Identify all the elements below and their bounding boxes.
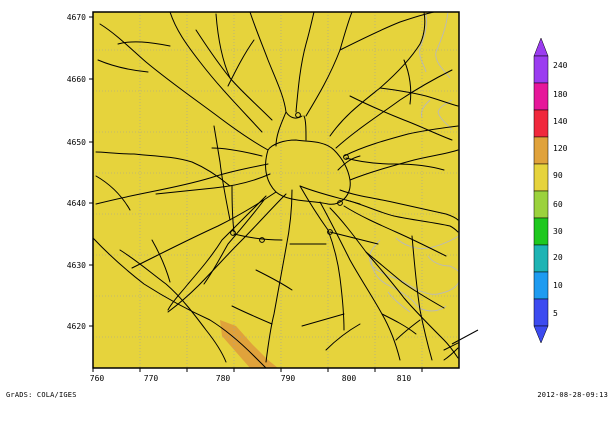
colorbar-label: 5 — [553, 309, 558, 318]
colorbar-bin — [534, 218, 548, 245]
footer-timestamp: 2012-08-28-09:13 — [537, 391, 608, 399]
colorbar-bin — [534, 164, 548, 191]
x-tick-label: 780 — [216, 374, 231, 383]
colorbar-top-arrow — [534, 38, 548, 56]
x-tick-label: 770 — [144, 374, 159, 383]
y-tick-label: 4640 — [67, 199, 86, 208]
colorbar-bin — [534, 56, 548, 83]
colorbar-label: 240 — [553, 61, 568, 70]
x-tick-label: 760 — [90, 374, 105, 383]
colorbar-bin — [534, 272, 548, 299]
colorbar-label: 180 — [553, 90, 568, 99]
colorbar-label: 90 — [553, 171, 563, 180]
y-tick-label: 4660 — [67, 75, 86, 84]
x-tick-label: 800 — [342, 374, 357, 383]
x-tick-label: 790 — [281, 374, 296, 383]
y-tick-label: 4620 — [67, 322, 86, 331]
colorbar-bin — [534, 191, 548, 218]
colorbar-label: 140 — [553, 117, 568, 126]
y-tick-label: 4630 — [67, 261, 86, 270]
colorbar-label: 20 — [553, 253, 563, 262]
y-tick-label: 4670 — [67, 13, 86, 22]
map-plot-area — [93, 12, 459, 368]
colorbar-bin — [534, 299, 548, 326]
colorbar-bin — [534, 245, 548, 272]
color-legend-bar — [534, 38, 548, 343]
y-tick-label: 4650 — [67, 138, 86, 147]
x-tick-label: 810 — [397, 374, 412, 383]
colorbar-label: 60 — [553, 200, 563, 209]
footer-credit: GrADS: COLA/IGES — [6, 391, 77, 399]
colorbar-label: 120 — [553, 144, 568, 153]
colorbar-bin — [534, 110, 548, 137]
colorbar-bottom-arrow — [534, 326, 548, 343]
colorbar-label: 10 — [553, 281, 563, 290]
colorbar-bin — [534, 83, 548, 110]
colorbar-label: 30 — [553, 227, 563, 236]
colorbar-bin — [534, 137, 548, 164]
